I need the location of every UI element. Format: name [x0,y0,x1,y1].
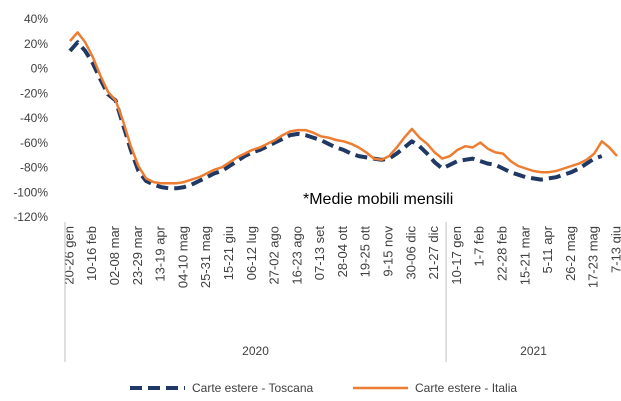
x-tick-label: 26-2 mag [563,226,578,281]
x-tick-label: 23-29 mar [130,225,145,285]
x-tick-label: 15-21 giu [221,226,236,280]
y-tick-label: -120% [13,210,48,224]
x-tick-label: 15-21 mar [517,225,532,285]
x-tick-label: 22-28 feb [494,226,509,281]
x-tick-label: 28-04 ott [335,226,350,278]
y-tick-label: -60% [20,136,48,150]
y-tick-label: -100% [13,185,48,199]
series-line [69,31,618,185]
y-tick-label: 20% [24,37,48,51]
x-tick-label: 04-10 mag [175,226,190,288]
x-tick-label: 20-26 gen [61,226,76,285]
x-tick-label: 7-13 giu [608,226,621,273]
y-tick-label: 40% [24,12,48,26]
group-label: 2020 [242,344,269,358]
series-line [68,40,603,191]
x-tick-label: 1-7 feb [472,226,487,266]
x-tick-label: 02-08 mar [107,225,122,285]
x-tick-label: 17-23 mag [586,226,601,288]
x-tick-label: 9-15 nov [381,226,396,277]
y-tick-label: 0% [31,62,49,76]
x-tick-label: 07-13 set [312,226,327,281]
y-tick-label: -20% [20,86,48,100]
y-tick-label: -40% [20,111,48,125]
x-tick-label: 5-11 apr [540,225,555,273]
legend-label: Carte estere - Toscana [192,381,313,395]
x-tick-label: 30-06 dic [403,226,418,280]
x-tick-label: 13-19 apr [153,225,168,281]
x-tick-label: 21-27 dic [426,226,441,280]
x-tick-label: 16-23 ago [289,226,304,285]
legend-label: Carte estere - Italia [415,381,517,395]
y-tick-label: -80% [20,161,48,175]
x-tick-label: 19-25 ott [358,226,373,278]
x-tick-label: 27-02 ago [267,226,282,285]
x-tick-label: 10-17 gen [449,226,464,285]
x-tick-label: 10-16 feb [84,226,99,281]
group-label: 2021 [520,344,547,358]
annotation: *Medie mobili mensili [303,191,453,208]
x-tick-label: 25-31 mag [198,226,213,288]
x-tick-label: 06-12 lug [244,226,259,280]
